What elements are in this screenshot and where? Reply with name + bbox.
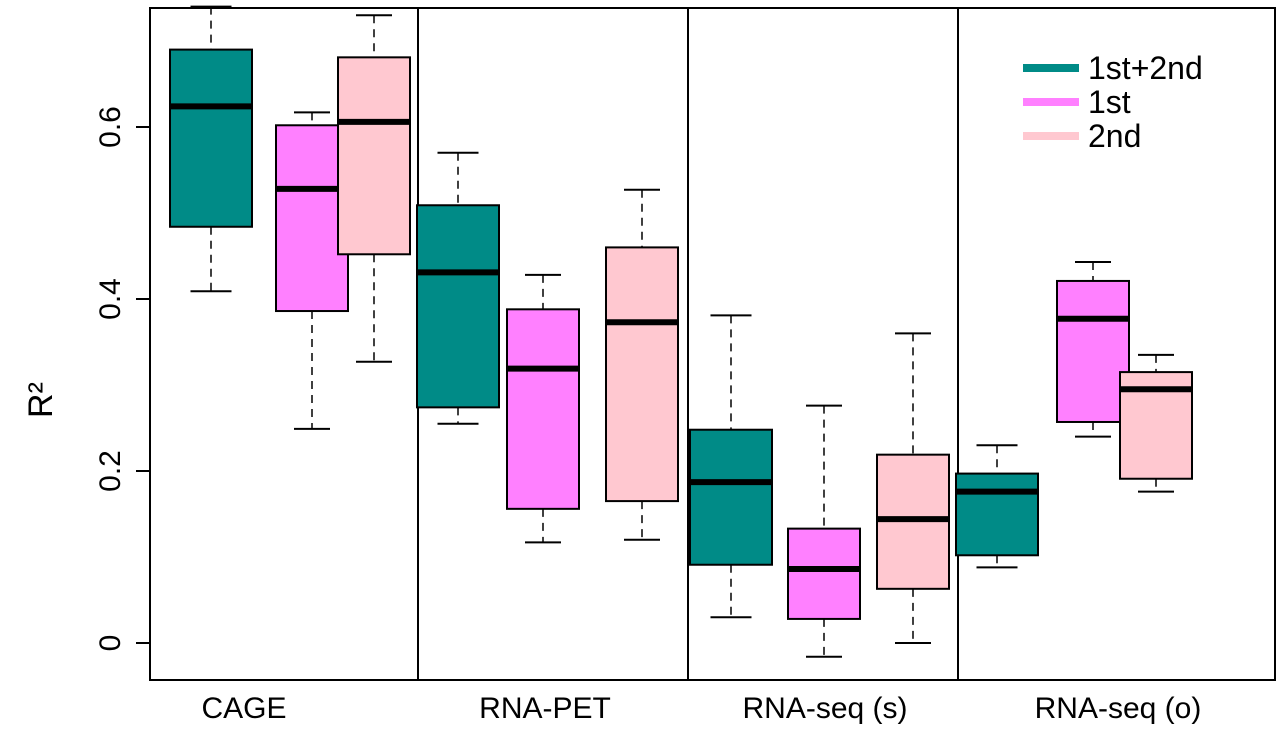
box-2nd-RNA-PET	[605, 188, 679, 541]
y-tick-label: 0.4	[94, 278, 127, 320]
legend-label: 1st+2nd	[1088, 50, 1203, 86]
legend-swatch	[1023, 132, 1079, 140]
box-1st+2nd-CAGE	[169, 5, 253, 293]
box-2nd-RNA-seq (o)	[1119, 353, 1193, 493]
box-1st-CAGE	[275, 111, 349, 430]
box-iqr	[506, 308, 580, 510]
box-1st+2nd-RNA-seq (o)	[955, 444, 1039, 569]
y-tick-label: 0	[94, 635, 127, 652]
x-category-label: CAGE	[201, 692, 286, 725]
x-category-label: RNA-seq (s)	[742, 692, 907, 725]
box-1st+2nd-RNA-PET	[416, 151, 500, 425]
plot-frame	[149, 7, 1276, 681]
box-iqr	[787, 527, 861, 620]
legend-label: 1st	[1088, 84, 1131, 120]
box-iqr	[416, 204, 500, 409]
box-1st+2nd-RNA-seq (s)	[689, 314, 773, 619]
legend-swatch	[1023, 98, 1079, 106]
x-category-label: RNA-PET	[479, 692, 611, 725]
box-1st-RNA-PET	[506, 273, 580, 544]
box-iqr	[605, 246, 679, 503]
legend-label: 2nd	[1088, 118, 1141, 154]
box-iqr	[1056, 279, 1130, 423]
y-tick-label: 0.2	[94, 450, 127, 492]
box-1st-RNA-seq (o)	[1056, 261, 1130, 438]
y-axis-label: R²	[22, 382, 60, 418]
box-2nd-CAGE	[337, 14, 411, 363]
box-iqr	[169, 48, 253, 228]
box-iqr	[955, 472, 1039, 557]
box-iqr	[337, 56, 411, 256]
box-iqr	[689, 428, 773, 566]
box-2nd-RNA-seq (s)	[876, 332, 950, 644]
legend-swatch	[1023, 64, 1079, 72]
box-iqr	[275, 124, 349, 313]
box-1st-RNA-seq (s)	[787, 404, 861, 658]
y-tick-label: 0.6	[94, 106, 127, 148]
x-category-label: RNA-seq (o)	[1035, 692, 1202, 725]
